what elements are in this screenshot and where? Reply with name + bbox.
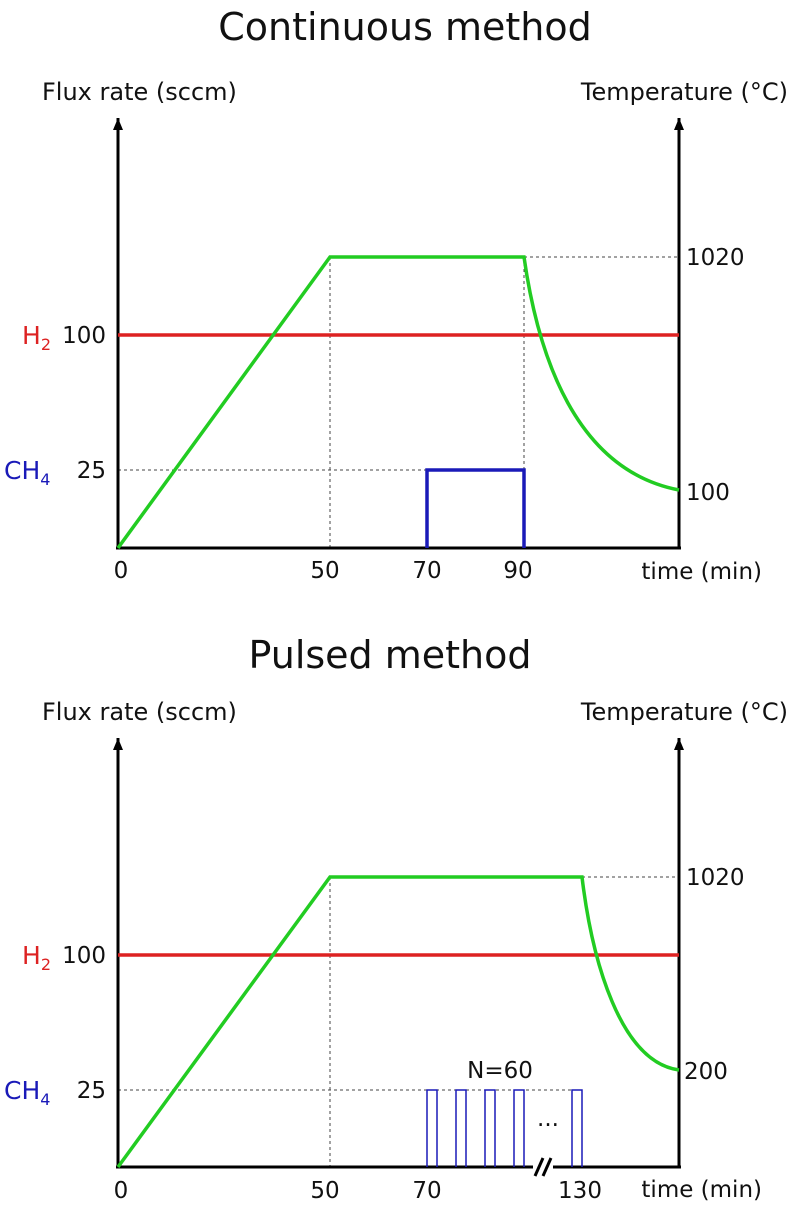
left-axis-label: Flux rate (sccm) [42,698,237,726]
panel-pulsed: Pulsed method Flux rate (sccm) Temperatu… [4,633,788,1204]
x-tick: 50 [310,1178,339,1204]
x-axis-label: time (min) [641,1177,762,1203]
x-tick: 130 [558,1178,602,1204]
right-axis-label: Temperature (°C) [580,78,788,106]
temperature-curve [116,875,680,1169]
h2-label: H2 [22,321,51,354]
ch4-label: CH4 [4,1076,50,1109]
right-tick-bottom: 100 [686,480,730,506]
x-tick: 70 [412,558,441,584]
left-tick-ch4: 25 [77,1078,106,1104]
x-tick: 0 [114,558,129,584]
left-tick-h2: 100 [62,943,106,969]
ch4-pulses [426,1089,583,1167]
ch4-pulse [513,1089,525,1167]
x-axis-label: time (min) [641,559,762,585]
panel-continuous: Continuous method Flux rate (sccm) Tempe… [4,5,788,585]
ch4-pulse [455,1089,467,1167]
right-tick-bottom: 200 [684,1059,728,1085]
left-tick-h2: 100 [62,323,106,349]
left-tick-ch4: 25 [77,458,106,484]
panel-title: Continuous method [218,5,591,49]
right-tick-top: 1020 [686,245,745,271]
ch4-pulse [571,1089,583,1167]
pulse-ellipsis: ... [537,1106,559,1132]
panel-title: Pulsed method [248,633,531,677]
temperature-curve [116,255,680,550]
ch4-label: CH4 [4,456,50,489]
right-axis-label: Temperature (°C) [580,698,788,726]
guide-lines [118,256,679,548]
x-tick: 50 [310,558,339,584]
guide-lines [118,876,679,1167]
h2-label: H2 [22,941,51,974]
ch4-flow-line [425,468,526,548]
x-tick: 90 [503,558,532,584]
pulse-count-label: N=60 [467,1058,533,1084]
ch4-pulse [426,1089,438,1167]
x-tick: 70 [412,1178,441,1204]
ch4-pulse [484,1089,496,1167]
axis-break-mark [533,1157,553,1177]
right-tick-top: 1020 [686,865,745,891]
left-axis-label: Flux rate (sccm) [42,78,237,106]
x-tick: 0 [114,1178,129,1204]
